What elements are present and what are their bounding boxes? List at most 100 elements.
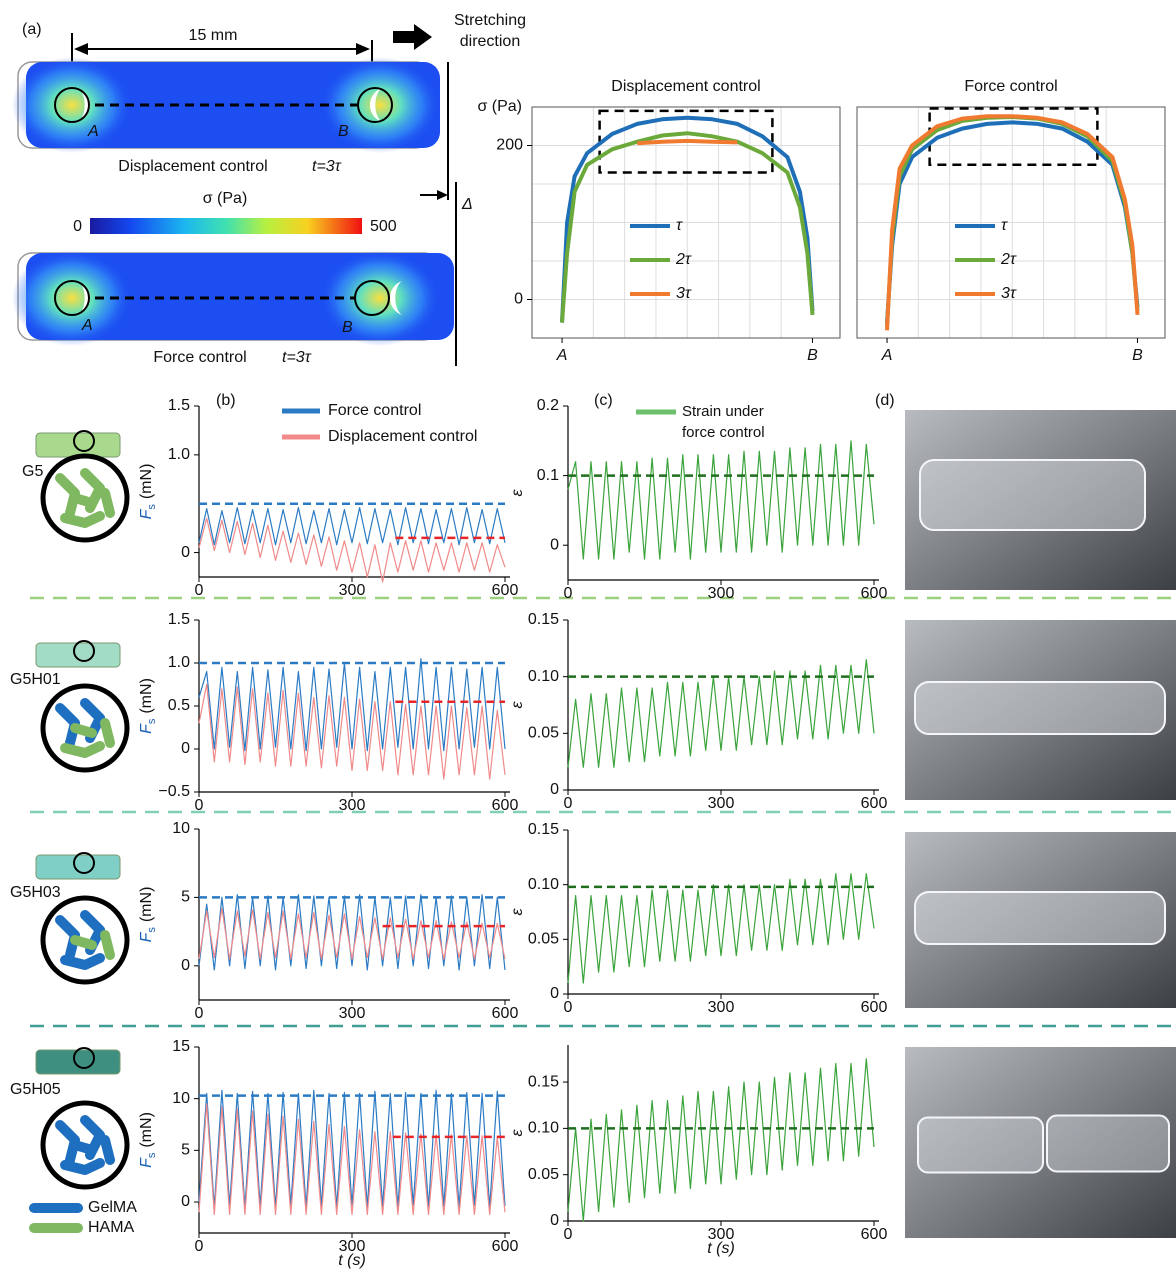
legend-label: Force control <box>328 402 421 419</box>
y-tick-label: 1.5 <box>168 397 190 414</box>
slab <box>36 643 120 667</box>
material-label: HAMA <box>88 1219 135 1236</box>
sample-label: G5H01 <box>10 671 61 688</box>
x-tick-label: B <box>1132 347 1143 364</box>
series-line <box>199 908 505 959</box>
delta-arrow-head <box>437 190 448 200</box>
y-axis-label: Fs(mN) <box>138 1112 158 1168</box>
x-axis-label: t (s) <box>338 1252 366 1269</box>
hydrogel <box>920 460 1145 530</box>
polymer-chain <box>105 493 110 513</box>
time-label: t=3τ <box>282 349 312 366</box>
time-label: t=3τ <box>312 158 342 175</box>
x-tick-label: 600 <box>861 999 888 1016</box>
slab <box>36 433 120 457</box>
delta: Δ <box>461 196 473 213</box>
y-tick-label: 0 <box>550 536 559 553</box>
y-tick-label: 0.2 <box>537 397 559 414</box>
polymer-chain <box>75 498 92 503</box>
panel-a: (a) 15 mm Stretching direction A B Displ… <box>12 10 540 366</box>
series-line <box>568 874 874 983</box>
x-tick-label: 300 <box>708 999 735 1016</box>
x-tick-label: 0 <box>195 582 204 599</box>
caption: Displacement control <box>118 158 267 175</box>
series-line <box>199 659 505 751</box>
series-line <box>637 141 737 143</box>
y-tick-label: 0 <box>514 291 523 308</box>
legend-box: Strain under force control <box>682 401 782 447</box>
colorbar-label: σ (Pa) <box>203 190 248 207</box>
chart: 01.01.50300600Force controlDisplacement … <box>138 397 518 599</box>
sample-label: G5H03 <box>10 884 61 901</box>
legend-label: τ <box>1001 217 1008 234</box>
y-label-subscript: s <box>146 1152 158 1158</box>
point-label: B <box>342 319 353 336</box>
hydrogel <box>915 892 1165 944</box>
x-tick-label: A <box>881 347 893 364</box>
x-tick-label: 0 <box>195 797 204 814</box>
x-tick-label: 0 <box>195 1238 204 1255</box>
series-line <box>199 518 505 582</box>
x-tick-label: 0 <box>564 795 573 812</box>
chart: 00.050.100.150300600ε <box>509 821 887 1016</box>
point-label: B <box>338 123 349 140</box>
x-tick-label: 300 <box>708 795 735 812</box>
x-tick-label: 0 <box>564 585 573 602</box>
y-tick-label: 15 <box>172 1038 190 1055</box>
panel-label: (d) <box>875 392 895 409</box>
y-tick-label: 0.10 <box>528 668 559 685</box>
x-tick-label: 0 <box>195 1005 204 1022</box>
x-tick-label: 300 <box>339 582 366 599</box>
colorbar <box>90 218 362 234</box>
y-tick-label: 0.05 <box>528 725 559 742</box>
legend-label: Displacement control <box>328 428 477 445</box>
y-label-unit: (mN) <box>138 464 155 500</box>
y-tick-label: 0 <box>550 781 559 798</box>
panel-label: (a) <box>22 21 42 38</box>
y-tick-label: 0.05 <box>528 1166 559 1183</box>
y-tick-label: 0.10 <box>528 876 559 893</box>
y-tick-label: 0.15 <box>528 821 559 838</box>
stretch-arrow <box>393 24 432 50</box>
sample-label: G5 <box>22 463 43 480</box>
y-axis-label: Fs(mN) <box>138 678 158 734</box>
y-tick-label: 0 <box>550 985 559 1002</box>
chart: 00.050.100.150300600ε <box>509 611 887 812</box>
x-tick-label: 0 <box>564 1226 573 1243</box>
chart: 0510150300600Fs(mN)t (s) <box>138 1038 518 1269</box>
y-label-subscript: s <box>146 718 158 724</box>
chart-title: Displacement control <box>611 78 760 95</box>
chart: Displacement control0200ABτ2τ3τσ (Pa) <box>477 78 840 364</box>
stretch-label: Stretching direction <box>440 10 540 52</box>
legend-label: 2τ <box>1000 251 1017 268</box>
y-tick-label: 200 <box>496 137 523 154</box>
caption: Force control <box>153 349 246 366</box>
panel-label: (c) <box>594 392 613 409</box>
slab <box>36 855 120 879</box>
y-tick-label: 1.0 <box>168 446 190 463</box>
y-axis-label: Fs(mN) <box>138 887 158 943</box>
chart: −0.500.51.01.50300600Fs(mN) <box>138 611 518 814</box>
polymer-chain <box>105 1140 110 1160</box>
y-tick-label: 0.5 <box>168 697 190 714</box>
y-axis-label: Fs(mN) <box>138 464 158 520</box>
y-tick-label: 5 <box>181 889 190 906</box>
series-line <box>199 1090 505 1207</box>
chart: Force control A Bτ 2τ 3τ <box>857 78 1165 364</box>
legend-label: Strain under force control <box>682 401 782 443</box>
slab <box>36 1050 120 1074</box>
y-tick-label: −0.5 <box>158 783 190 800</box>
legend-label: 3τ <box>1001 285 1017 302</box>
chart-title: Force control <box>964 78 1057 95</box>
y-axis-label: σ (Pa) <box>477 98 522 115</box>
x-tick-label: 600 <box>861 585 888 602</box>
y-axis-label: ε <box>509 1129 526 1137</box>
y-axis-label: ε <box>509 908 526 916</box>
hydrogel <box>915 682 1165 734</box>
series-line <box>199 508 505 545</box>
x-tick-label: 600 <box>492 1238 519 1255</box>
y-label-unit: (mN) <box>138 1112 155 1148</box>
y-tick-label: 10 <box>172 1090 190 1107</box>
